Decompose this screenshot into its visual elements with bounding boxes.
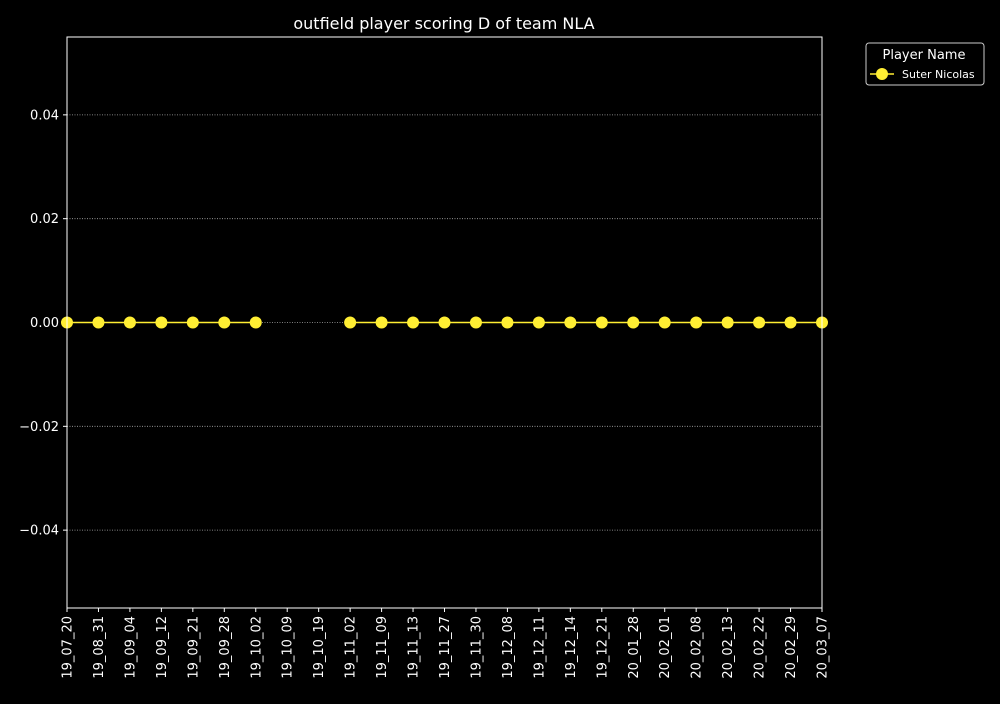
x-tick-label: 19_11_27 (438, 616, 453, 679)
data-point (658, 316, 671, 329)
x-axis: 19_07_20 19_08_31 19_09_04 19_09_12 19_09_21… (61, 608, 831, 679)
x-tick-label: 19_10_09 (281, 616, 296, 679)
x-tick-label: 20_02_22 (753, 616, 768, 679)
data-point (123, 316, 136, 329)
data-point (753, 316, 766, 329)
data-point (92, 316, 105, 329)
x-tick-label: 19_09_21 (186, 616, 201, 679)
data-point (186, 316, 199, 329)
data-point (532, 316, 545, 329)
y-tick-label: 0.04 (30, 108, 59, 123)
data-point (438, 316, 451, 329)
x-tick-label: 19_12_08 (501, 616, 516, 679)
legend-title: Player Name (883, 48, 966, 63)
data-point (469, 316, 482, 329)
y-tick-label: −0.02 (19, 420, 59, 435)
y-tick-label: 0.00 (30, 316, 59, 331)
x-tick-label: 19_12_14 (564, 616, 579, 679)
legend-label: Suter Nicolas (902, 68, 975, 81)
data-point (690, 316, 703, 329)
data-point (564, 316, 577, 329)
x-tick-label: 20_02_29 (784, 616, 799, 679)
legend-box (865, 42, 985, 86)
x-tick-label: 20_02_13 (721, 616, 736, 679)
data-point (249, 316, 262, 329)
x-tick-label: 19_07_20 (61, 616, 76, 679)
x-tick-label: 19_12_21 (595, 616, 610, 679)
x-tick-label: 19_12_11 (532, 616, 547, 679)
x-tick-label: 19_08_31 (92, 616, 107, 679)
series-layer (61, 316, 828, 329)
data-point (407, 316, 420, 329)
data-point (721, 316, 734, 329)
x-tick-label: 19_09_12 (155, 616, 170, 679)
x-tick-label: 20_01_28 (627, 616, 642, 679)
data-point (155, 316, 168, 329)
y-tick-label: 0.02 (30, 212, 59, 227)
data-point (595, 316, 608, 329)
chart-title: outfield player scoring D of team NLA (293, 14, 594, 33)
x-tick-label: 19_09_28 (218, 616, 233, 679)
x-tick-label: 19_11_09 (375, 616, 390, 679)
data-point (627, 316, 640, 329)
data-point (344, 316, 357, 329)
x-tick-label: 19_11_13 (407, 616, 422, 679)
y-tick-label: −0.04 (19, 524, 59, 539)
data-point (218, 316, 231, 329)
plot-frame (66, 36, 823, 609)
data-point (501, 316, 514, 329)
x-tick-label: 20_02_01 (658, 616, 673, 679)
x-tick-label: 19_11_30 (469, 616, 484, 679)
legend-marker (876, 68, 888, 80)
data-point (375, 316, 388, 329)
x-tick-label: 20_02_08 (690, 616, 705, 679)
y-axis: −0.04 −0.02 0.00 0.02 0.04 (19, 108, 67, 539)
x-tick-label: 19_10_02 (249, 616, 264, 679)
x-tick-label: 19_10_19 (312, 616, 327, 679)
x-tick-label: 19_09_04 (123, 616, 138, 679)
legend: Player Name Suter Nicolas (865, 42, 985, 86)
data-point (784, 316, 797, 329)
x-tick-label: 20_03_07 (816, 616, 831, 679)
x-tick-label: 19_11_02 (344, 616, 359, 679)
